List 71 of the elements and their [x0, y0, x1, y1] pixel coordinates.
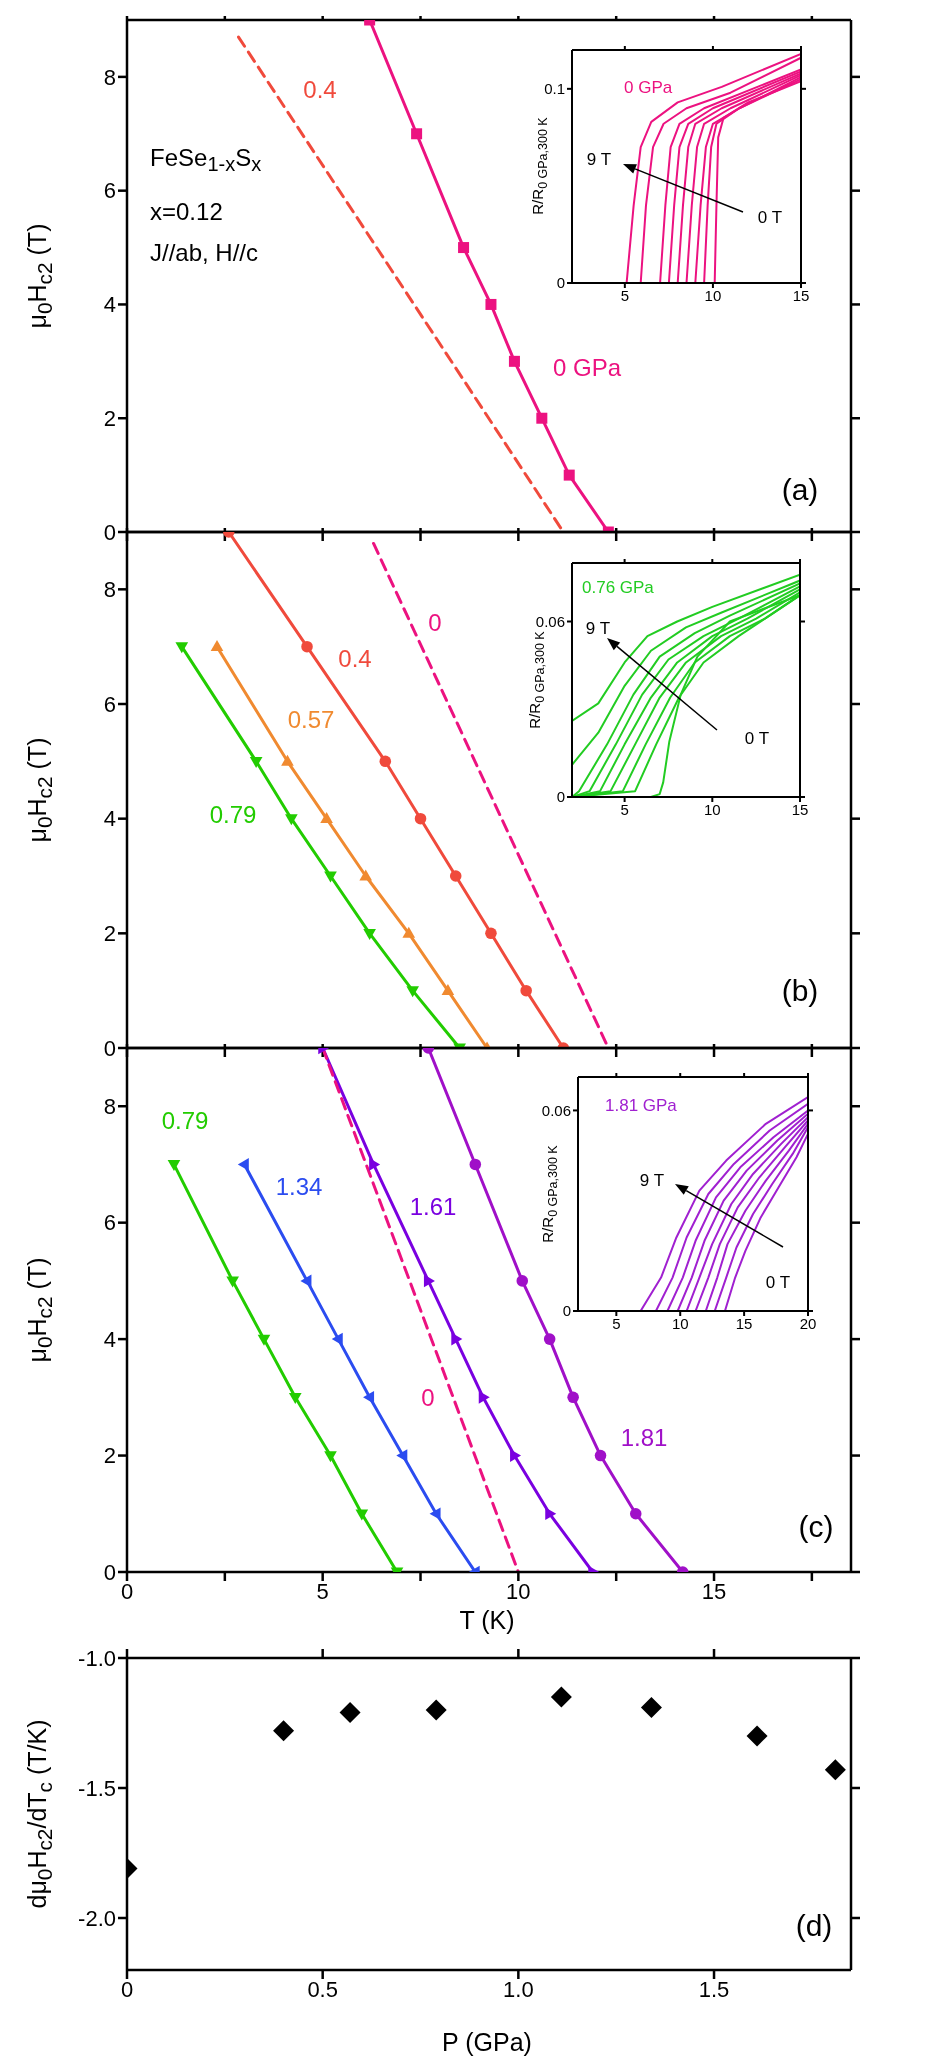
y-tick-label: 6: [103, 178, 116, 204]
annotation: 0 GPa: [624, 77, 673, 97]
annotation: 9 T: [586, 149, 612, 169]
y-tick-label: 0: [103, 1035, 116, 1061]
annotation: 0 T: [757, 207, 783, 227]
y-tick-label: 6: [103, 691, 116, 717]
x-tick-label: 15: [791, 800, 809, 818]
annotation: (c): [798, 1510, 834, 1543]
y-tick-label: 2: [103, 406, 116, 432]
x-tick-label: 5: [620, 286, 630, 304]
series-label: 0.4: [338, 645, 372, 672]
annotation: J//ab, H//c: [150, 239, 259, 266]
annotation: 0 T: [765, 1272, 791, 1292]
x-axis-title: P (GPa): [442, 2027, 532, 2056]
x-tick-label: 5: [620, 800, 629, 818]
x-tick-label: 15: [735, 1314, 753, 1332]
annotation: (d): [795, 1909, 833, 1942]
annotation: 0.76 GPa: [582, 577, 654, 597]
y-tick-label: -1.0: [78, 1645, 116, 1671]
series-label: 0.79: [161, 1107, 209, 1134]
series-label: 1.34: [275, 1173, 323, 1200]
annotation: 0 T: [744, 728, 770, 748]
series-label: 0.4: [303, 76, 337, 103]
y-tick-label: 0: [562, 1302, 571, 1320]
y-tick-label: 0.1: [544, 80, 565, 98]
series-label: 0.57: [287, 706, 335, 733]
y-tick-label: 0: [556, 274, 565, 292]
annotation: 1.81 GPa: [605, 1095, 677, 1115]
y-tick-label: 6: [103, 1210, 116, 1236]
series-label: 1.81: [620, 1424, 668, 1451]
y-tick-label: 8: [103, 577, 116, 603]
series-label: 0: [421, 1384, 435, 1411]
x-tick-label: 10: [671, 1314, 689, 1332]
y-tick-label: 2: [103, 921, 116, 947]
y-tick-label: 4: [103, 806, 116, 832]
x-tick-label: 5: [316, 1578, 329, 1604]
series-label: 0.79: [209, 801, 257, 828]
y-tick-label: 4: [103, 292, 116, 318]
x-tick-label: 10: [506, 1578, 531, 1604]
y-tick-label: 0: [103, 1559, 116, 1585]
y-tick-label: 2: [103, 1443, 116, 1469]
annotation: 9 T: [585, 618, 611, 638]
x-tick-label: 5: [612, 1314, 621, 1332]
y-tick-label: -2.0: [78, 1905, 116, 1931]
series-label: 0: [428, 609, 442, 636]
x-tick-label: 1.0: [503, 1976, 534, 2002]
series-label: 0 GPa: [552, 354, 622, 381]
x-tick-label: 15: [792, 286, 810, 304]
y-tick-label: 8: [103, 64, 116, 90]
x-tick-label: 1.5: [698, 1976, 730, 2002]
annotation: 9 T: [639, 1170, 665, 1190]
y-tick-label: 8: [103, 1094, 116, 1120]
x-tick-label: 0: [120, 1976, 134, 2002]
y-tick-label: 0: [556, 788, 565, 806]
y-tick-label: 0: [103, 519, 116, 545]
x-tick-label: 15: [701, 1578, 727, 1604]
x-tick-label: 0: [120, 1578, 134, 1604]
y-tick-label: 0.06: [535, 612, 565, 630]
x-tick-label: 20: [799, 1314, 817, 1332]
series-label: 1.61: [409, 1193, 457, 1220]
x-tick-label: 0.5: [307, 1976, 338, 2002]
annotation: x=0.12: [150, 198, 223, 225]
annotation: (a): [781, 473, 819, 506]
y-tick-label: 0.06: [541, 1101, 571, 1119]
annotation: (b): [781, 974, 819, 1007]
y-tick-label: 4: [103, 1326, 116, 1352]
y-tick-label: -1.5: [78, 1775, 116, 1801]
annotation: FeSe$_{1-x}$S$_{x}$: [150, 143, 262, 176]
x-axis-title: T (K): [459, 1605, 515, 1634]
x-tick-label: 10: [704, 286, 722, 304]
x-tick-label: 10: [703, 800, 721, 818]
